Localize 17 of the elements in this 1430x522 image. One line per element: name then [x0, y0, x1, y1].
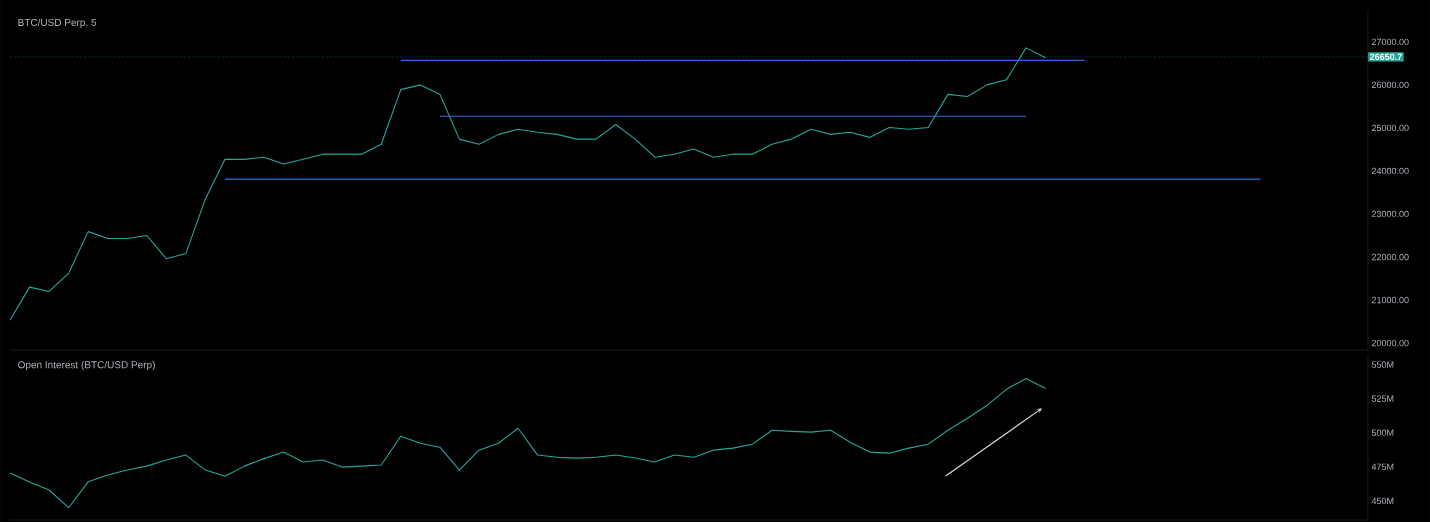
y-tick-label: 22000.00 [1371, 253, 1409, 261]
y-tick-label: 450M [1371, 497, 1394, 505]
ref-line-label: 26650.7 [1369, 53, 1402, 61]
text: Open Interest (BTC/USD Perp) [18, 361, 155, 371]
y-tick-label: 24000.00 [1371, 167, 1409, 175]
text: BTC/USD Perp, 5 [18, 18, 97, 28]
y-tick-label: 23000.00 [1371, 210, 1409, 218]
y-tick-label: 26000.00 [1371, 81, 1409, 89]
y-tick-label: 25000.00 [1371, 124, 1409, 132]
y-tick-label: 525M [1371, 395, 1394, 402]
y-tick-label: 21000.00 [1371, 296, 1409, 304]
y-tick-label: 550M [1371, 361, 1394, 368]
y-tick-label: 27000.00 [1371, 38, 1409, 46]
y-tick-label: 20000.00 [1371, 339, 1409, 347]
line-series [9, 377, 1047, 509]
y-tick-label: 475M [1371, 463, 1394, 470]
y-tick-label: 500M [1371, 429, 1394, 436]
